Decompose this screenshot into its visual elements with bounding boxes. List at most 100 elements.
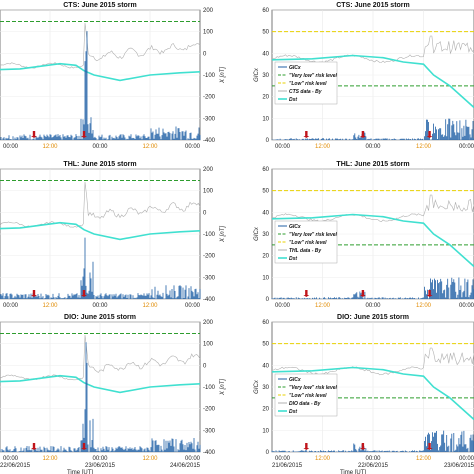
y-tick-label: 40 <box>262 363 269 369</box>
panel-2: CTS: June 2015 storm 60 50 40 30 20 10 0 GICx 00:… <box>254 2 474 150</box>
x-tick-label: 00:00 <box>365 303 381 309</box>
legend-entry: GICx <box>289 377 301 383</box>
x-tick-label: 00:00 <box>92 144 108 150</box>
y-tick-label: 100 <box>203 189 214 195</box>
legend-entry: GICx <box>289 224 301 230</box>
dst-series-line <box>271 213 474 268</box>
legend-entry: "Very low" risk level <box>289 385 338 391</box>
y-tick-label: -300 <box>203 428 216 434</box>
y-tick-label: 50 <box>262 189 269 195</box>
legend-entry: Dst <box>289 409 297 415</box>
dst-series-line <box>271 54 474 109</box>
x-date-label: 24/06/2015 <box>170 463 201 469</box>
storm-arrow-marker <box>303 131 310 138</box>
dst-series-line <box>0 221 201 241</box>
x-tick-label: 00:00 <box>92 303 108 309</box>
storm-arrow-marker <box>426 131 433 138</box>
y-tick-label: -300 <box>203 275 216 281</box>
y-tick-label: 100 <box>203 30 214 36</box>
x-tick-label: 12:00 <box>315 456 331 462</box>
x-axis-label: Time [UT] <box>67 470 93 474</box>
x-tick-label: 00:00 <box>185 456 201 462</box>
legend-entry: CTS data - By <box>289 89 322 95</box>
y-tick-label: 100 <box>203 342 214 348</box>
chart-title: DIO: June 2015 storm <box>337 314 409 321</box>
panel-1: CTS: June 2015 storm 200 100 0 -100 -200 -300 -… <box>0 2 226 150</box>
x-tick-label: 00:00 <box>92 456 108 462</box>
y-tick-label: 60 <box>262 320 269 326</box>
x-tick-label: 00:00 <box>459 303 474 309</box>
legend-entry: GICx <box>289 65 301 71</box>
gic-series-line <box>0 342 201 452</box>
x-date-label: 22/06/2015 <box>0 463 31 469</box>
x-tick-label: 12:00 <box>142 144 158 150</box>
x-tick-label: 00:00 <box>185 144 201 150</box>
storm-arrow-marker <box>81 443 87 450</box>
y-tick-label: 30 <box>262 73 269 79</box>
x-date-label: 21/06/2015 <box>272 463 303 469</box>
y-tick-label: 30 <box>262 232 269 238</box>
storm-arrow-marker <box>31 443 37 450</box>
x-tick-label: 00:00 <box>3 303 19 309</box>
x-tick-label: 00:00 <box>275 144 291 150</box>
storm-arrow-marker <box>303 443 310 450</box>
storm-arrow-marker <box>31 131 37 138</box>
y-tick-label: -200 <box>203 254 216 260</box>
y-tick-label: 10 <box>262 428 269 434</box>
x-date-label: 23/06/2015 <box>85 463 116 469</box>
gic-series-line <box>0 237 201 299</box>
y-tick-label: 200 <box>203 320 214 326</box>
legend-entry: Dst <box>289 256 297 262</box>
gic-series-line <box>0 31 201 140</box>
y-tick-label: 10 <box>262 275 269 281</box>
by-series-line <box>271 35 474 64</box>
y-tick-label: 0 <box>203 51 207 57</box>
y-tick-label: -400 <box>203 297 216 303</box>
y-tick-label: -400 <box>203 138 216 144</box>
y-tick-label: 40 <box>262 210 269 216</box>
y-axis-label: X [nT] <box>220 379 226 396</box>
y-tick-label: 0 <box>266 297 270 303</box>
x-tick-label: 12:00 <box>42 456 58 462</box>
x-tick-label: 00:00 <box>3 456 19 462</box>
x-tick-label: 12:00 <box>416 456 432 462</box>
x-tick-label: 00:00 <box>275 303 291 309</box>
y-tick-label: 10 <box>262 116 269 122</box>
legend-entry: "Low" risk level <box>289 393 327 399</box>
y-tick-label: 20 <box>262 407 269 413</box>
y-tick-label: 30 <box>262 385 269 391</box>
x-tick-label: 12:00 <box>142 303 158 309</box>
storm-arrow-marker <box>426 443 433 450</box>
chart-title: THL: June 2015 storm <box>63 161 136 168</box>
x-tick-label: 00:00 <box>3 144 19 150</box>
storm-arrow-marker <box>81 131 87 138</box>
storm-arrow-marker <box>81 290 87 297</box>
dst-series-line <box>271 366 474 421</box>
y-axis-label: GICx <box>254 67 260 82</box>
y-tick-label: 40 <box>262 51 269 57</box>
y-tick-label: -100 <box>203 385 216 391</box>
y-axis-label: X [nT] <box>220 67 226 84</box>
x-tick-label: 12:00 <box>142 456 158 462</box>
y-tick-label: 60 <box>262 8 269 14</box>
storm-arrow-marker <box>426 290 433 297</box>
x-tick-label: 00:00 <box>275 456 291 462</box>
by-series-line <box>0 22 201 69</box>
y-axis-label: GICx <box>254 226 260 241</box>
y-tick-label: -100 <box>203 232 216 238</box>
y-tick-label: 20 <box>262 95 269 101</box>
x-tick-label: 00:00 <box>459 456 474 462</box>
dst-series-line <box>0 62 201 82</box>
y-tick-label: 200 <box>203 8 214 14</box>
panel-6: DIO: June 2015 storm 60 50 40 30 20 10 0 GICx 00:… <box>254 314 474 474</box>
storm-arrow-marker <box>31 290 37 297</box>
x-tick-label: 12:00 <box>42 144 58 150</box>
chart-title: CTS: June 2015 storm <box>336 2 410 9</box>
y-tick-label: 50 <box>262 30 269 36</box>
chart-title: DIO: June 2015 storm <box>64 314 136 321</box>
storm-arrow-marker <box>359 443 366 450</box>
panel-4: THL: June 2015 storm 60 50 40 30 20 10 0 GICx 00:… <box>254 161 474 309</box>
y-tick-label: 0 <box>266 450 270 456</box>
y-tick-label: 50 <box>262 342 269 348</box>
x-tick-label: 00:00 <box>365 144 381 150</box>
